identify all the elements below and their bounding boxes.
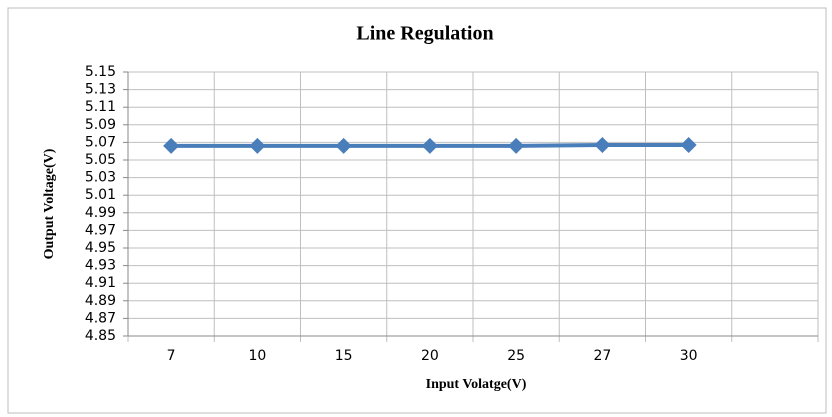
x-tick-label: 10 [248,348,266,364]
y-tick-label: 5.13 [85,82,116,98]
y-tick-label: 4.95 [85,240,116,256]
y-tick-label: 4.97 [85,222,116,238]
y-tick-label: 4.91 [85,275,116,291]
x-tick-label: 30 [680,348,698,364]
data-point [163,137,180,154]
x-tick-label: 15 [335,348,353,364]
data-point [594,137,611,154]
data-point [335,137,352,154]
x-tick-label: 25 [507,348,525,364]
y-tick-label: 5.15 [85,64,116,80]
y-tick-label: 5.11 [85,99,116,115]
x-tick-label: 20 [421,348,439,364]
x-axis-label: Input Volatge(V) [426,377,527,392]
y-tick-label: 4.99 [85,205,116,221]
y-tick-label: 5.03 [85,170,116,186]
y-tick-label: 4.87 [85,310,116,326]
x-tick-label: 7 [167,348,176,364]
data-point [249,137,266,154]
y-tick-label: 5.07 [85,134,116,150]
data-point [508,137,525,154]
y-tick-label: 5.01 [85,187,116,203]
data-point [421,137,438,154]
x-tick-label: 27 [593,348,611,364]
chart-title: Line Regulation [356,23,493,45]
y-tick-label: 4.85 [85,328,116,344]
y-tick-label: 4.93 [85,258,116,274]
y-tick-label: 4.89 [85,293,116,309]
data-point [680,137,697,154]
chart-frame [7,7,827,414]
y-axis-label: Output Voltage(V) [42,148,57,259]
y-tick-label: 5.09 [85,117,116,133]
y-tick-label: 5.05 [85,152,116,168]
